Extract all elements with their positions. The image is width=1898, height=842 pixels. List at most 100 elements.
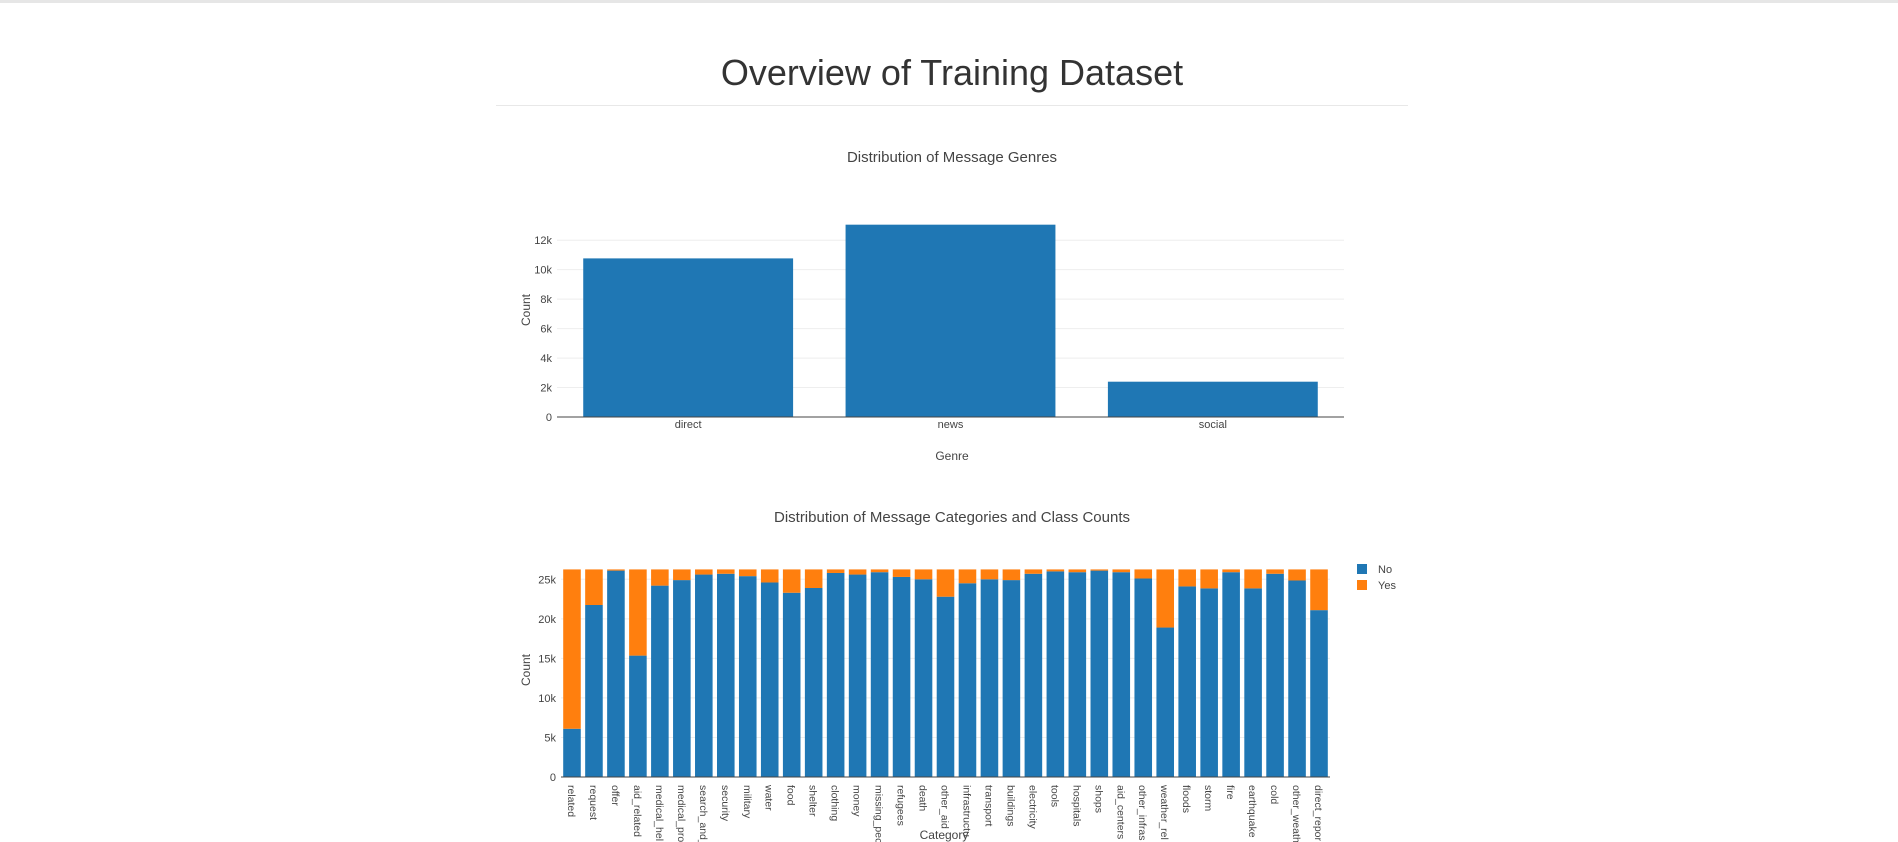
category-bar-yes-shops[interactable] bbox=[1090, 569, 1109, 571]
category-bar-no-other_infrastructure[interactable] bbox=[1134, 578, 1153, 777]
category-bar-no-water[interactable] bbox=[760, 582, 779, 777]
category-bar-yes-shelter[interactable] bbox=[804, 569, 823, 589]
category-bar-yes-earthquake[interactable] bbox=[1244, 569, 1262, 589]
genre-y-tick-label: 4k bbox=[540, 353, 552, 365]
category-bar-no-earthquake[interactable] bbox=[1244, 588, 1262, 777]
category-bar-no-medical_help[interactable] bbox=[651, 585, 669, 777]
category-bar-no-floods[interactable] bbox=[1178, 586, 1196, 777]
category-bar-no-death[interactable] bbox=[914, 579, 933, 777]
genre-y-tick-label: 6k bbox=[540, 324, 552, 336]
category-bar-yes-military[interactable] bbox=[738, 569, 757, 577]
category-x-tick-label: military bbox=[741, 785, 753, 819]
category-x-tick-label: transport bbox=[982, 785, 994, 827]
category-bar-yes-other_aid[interactable] bbox=[936, 569, 955, 597]
category-bar-no-buildings[interactable] bbox=[1002, 580, 1021, 777]
genre-y-tick-label: 12k bbox=[534, 235, 552, 247]
legend-swatch-yes[interactable] bbox=[1357, 580, 1367, 590]
genre-y-tick-label: 10k bbox=[534, 265, 552, 277]
category-bar-no-infrastructure_related[interactable] bbox=[958, 583, 977, 777]
category-bar-yes-transport[interactable] bbox=[980, 569, 999, 580]
category-bar-yes-clothing[interactable] bbox=[826, 569, 845, 573]
category-bar-no-refugees[interactable] bbox=[892, 576, 911, 777]
category-bar-yes-missing_people[interactable] bbox=[870, 569, 889, 573]
category-bar-no-fire[interactable] bbox=[1222, 572, 1240, 777]
genre-x-tick-label: direct bbox=[675, 419, 702, 431]
category-bar-yes-security[interactable] bbox=[716, 569, 735, 574]
category-x-tick-label: other_weath bbox=[1290, 785, 1302, 842]
legend-swatch-no[interactable] bbox=[1357, 564, 1367, 574]
category-bar-no-other_aid[interactable] bbox=[936, 596, 955, 777]
category-bar-no-military[interactable] bbox=[738, 576, 757, 777]
category-x-tick-label: shops bbox=[1092, 785, 1104, 813]
category-bar-no-cold[interactable] bbox=[1266, 573, 1284, 777]
genre-bar-social[interactable] bbox=[1107, 381, 1318, 417]
category-bar-yes-floods[interactable] bbox=[1178, 569, 1196, 587]
category-bar-no-shelter[interactable] bbox=[804, 588, 823, 777]
category-bar-yes-weather_related[interactable] bbox=[1156, 569, 1175, 628]
category-bar-no-food[interactable] bbox=[782, 592, 801, 777]
category-bar-no-electricity[interactable] bbox=[1024, 573, 1043, 777]
category-bar-yes-electricity[interactable] bbox=[1024, 569, 1043, 574]
category-bar-yes-medical_help[interactable] bbox=[651, 569, 669, 586]
category-bar-yes-other_infrastructure[interactable] bbox=[1134, 569, 1153, 579]
genre-y-tick-label: 8k bbox=[540, 294, 552, 306]
category-x-tick-label: medical_hel bbox=[653, 785, 665, 841]
category-bar-yes-storm[interactable] bbox=[1200, 569, 1218, 589]
category-bar-yes-aid_related[interactable] bbox=[629, 569, 647, 656]
category-bar-no-request[interactable] bbox=[585, 605, 603, 777]
category-bar-no-medical_products[interactable] bbox=[673, 580, 691, 777]
category-bar-no-hospitals[interactable] bbox=[1068, 572, 1087, 777]
genre-bar-news[interactable] bbox=[845, 224, 1056, 417]
category-x-tick-label: clothing bbox=[829, 785, 841, 821]
category-bar-yes-money[interactable] bbox=[848, 569, 867, 575]
category-bar-no-shops[interactable] bbox=[1090, 570, 1109, 777]
category-x-tick-label: security bbox=[719, 785, 731, 822]
category-x-tick-label: aid_related bbox=[631, 785, 643, 837]
category-bar-no-clothing[interactable] bbox=[826, 572, 845, 777]
category-y-tick-label: 15k bbox=[538, 653, 556, 665]
category-y-tick-label: 10k bbox=[538, 693, 556, 705]
category-bar-yes-direct_report[interactable] bbox=[1310, 569, 1328, 611]
category-bar-yes-water[interactable] bbox=[760, 569, 779, 583]
category-bar-yes-hospitals[interactable] bbox=[1068, 569, 1087, 573]
category-bar-no-search_and_rescue[interactable] bbox=[695, 574, 713, 777]
category-x-tick-label: floods bbox=[1180, 785, 1192, 813]
category-bar-yes-cold[interactable] bbox=[1266, 569, 1284, 574]
category-bar-yes-food[interactable] bbox=[782, 569, 801, 593]
category-bar-no-money[interactable] bbox=[848, 574, 867, 777]
category-bar-yes-buildings[interactable] bbox=[1002, 569, 1021, 581]
category-bar-yes-refugees[interactable] bbox=[892, 569, 911, 577]
category-bar-yes-fire[interactable] bbox=[1222, 569, 1240, 573]
category-x-tick-label: request bbox=[587, 785, 599, 820]
category-y-tick-label: 0 bbox=[550, 772, 556, 784]
category-bar-yes-tools[interactable] bbox=[1046, 569, 1065, 572]
genre-x-tick-label: social bbox=[1199, 419, 1227, 431]
category-bar-no-direct_report[interactable] bbox=[1310, 610, 1328, 777]
category-bar-no-storm[interactable] bbox=[1200, 588, 1218, 777]
category-bar-yes-other_weather[interactable] bbox=[1288, 569, 1306, 581]
category-bar-yes-search_and_rescue[interactable] bbox=[695, 569, 713, 575]
category-bar-no-transport[interactable] bbox=[980, 579, 999, 777]
category-chart-title: Distribution of Message Categories and C… bbox=[774, 509, 1130, 526]
category-bar-yes-related[interactable] bbox=[563, 569, 581, 729]
legend-label-no[interactable]: No bbox=[1378, 564, 1392, 576]
category-bar-no-tools[interactable] bbox=[1046, 571, 1065, 777]
legend-label-yes[interactable]: Yes bbox=[1378, 580, 1396, 592]
category-bar-no-aid_centers[interactable] bbox=[1112, 572, 1131, 777]
category-bar-no-other_weather[interactable] bbox=[1288, 580, 1306, 777]
genre-bar-direct[interactable] bbox=[583, 258, 794, 417]
category-bar-no-weather_related[interactable] bbox=[1156, 627, 1175, 777]
category-chart-bars bbox=[563, 569, 1328, 777]
category-bar-yes-medical_products[interactable] bbox=[673, 569, 691, 581]
genre-chart-y-ticks: 0 2k 4k 6k 8k 10k 12k bbox=[534, 235, 552, 424]
category-bar-no-related[interactable] bbox=[563, 728, 581, 777]
category-bar-yes-request[interactable] bbox=[585, 569, 603, 606]
category-bar-no-missing_people[interactable] bbox=[870, 572, 889, 777]
category-bar-yes-infrastructure_related[interactable] bbox=[958, 569, 977, 584]
category-bar-yes-aid_centers[interactable] bbox=[1112, 569, 1131, 573]
category-bar-yes-offer[interactable] bbox=[607, 569, 625, 571]
category-bar-yes-death[interactable] bbox=[914, 569, 933, 580]
category-bar-no-offer[interactable] bbox=[607, 570, 625, 777]
category-bar-no-aid_related[interactable] bbox=[629, 655, 647, 777]
category-bar-no-security[interactable] bbox=[716, 573, 735, 777]
